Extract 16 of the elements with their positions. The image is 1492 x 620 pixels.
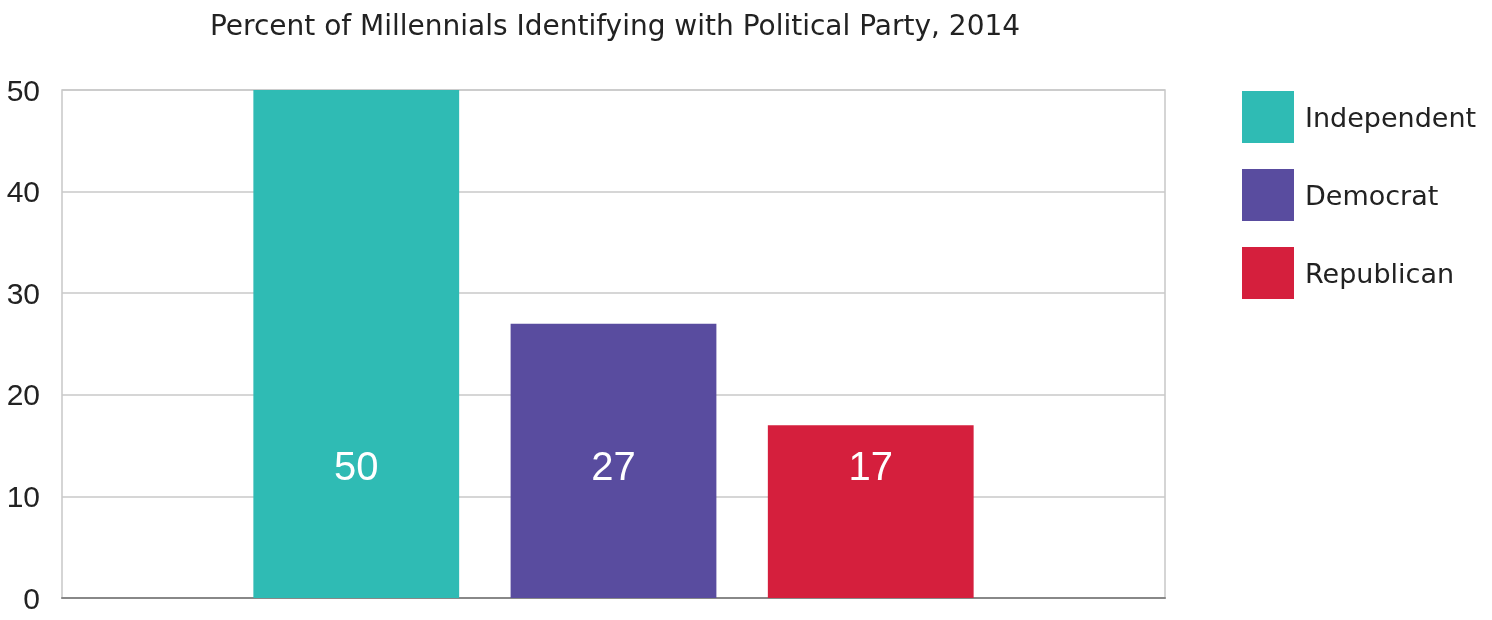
data-label: 50 [334,444,379,488]
y-tick-label: 0 [23,581,40,615]
y-tick-label: 30 [6,276,40,310]
bar [510,323,717,598]
legend-label: Democrat [1305,179,1439,211]
legend-label: Republican [1305,257,1455,289]
y-tick-label: 40 [6,175,40,209]
bar [253,90,460,598]
y-tick-label: 20 [6,378,40,412]
chart-title: Percent of Millennials Identifying with Political Party, 2014 [209,8,1021,42]
y-tick-label: 10 [6,479,40,513]
data-label: 27 [591,444,636,488]
data-label: 17 [848,444,893,488]
bar [767,425,974,598]
legend-label: Independent [1305,101,1477,133]
y-tick-label: 50 [6,73,40,107]
